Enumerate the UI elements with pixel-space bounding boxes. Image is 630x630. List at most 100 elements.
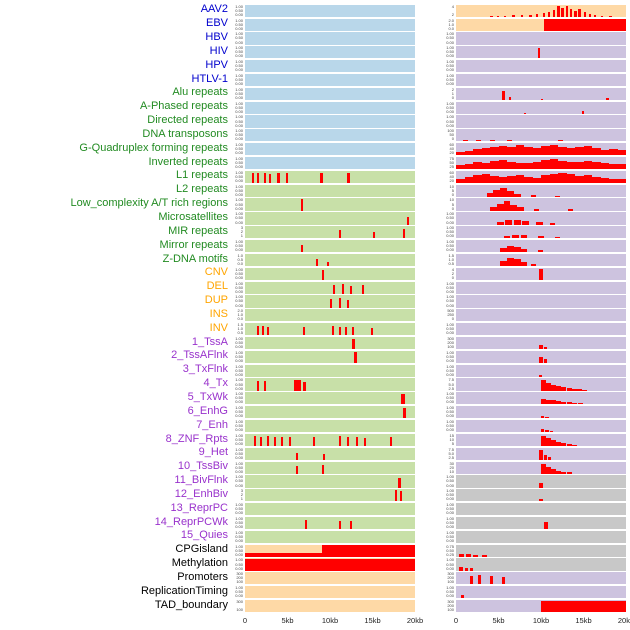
y-tick-label: 5 [451, 187, 454, 193]
y-tick-label: 0.50 [446, 326, 454, 332]
y-axis-ticks: 1.00 0.50 0.00 [229, 392, 245, 404]
data-bar [473, 149, 482, 156]
track-label: MIR repeats [168, 224, 228, 237]
y-tick-label: 200 [447, 603, 454, 609]
track-panel [456, 143, 626, 156]
y-tick-label: 50 [449, 160, 454, 166]
data-bar [389, 437, 392, 446]
track-label: 12_EnhBiv [174, 487, 228, 500]
data-bar [520, 248, 528, 253]
track-panel [456, 226, 626, 239]
data-bar [507, 146, 516, 156]
track-row: Methylation 1.00 0.50 0.00 1.00 0.50 0.00 [0, 557, 630, 571]
y-axis-ticks: 30 20 10 [415, 461, 456, 474]
data-bar [537, 250, 543, 253]
data-bar [507, 176, 516, 183]
y-tick-label: 0.50 [235, 243, 243, 249]
track-panel [245, 226, 415, 239]
data-bar [571, 388, 577, 391]
y-tick-label: 1.00 [235, 100, 243, 106]
y-tick-label: 10 [449, 197, 454, 203]
data-bar [541, 416, 545, 419]
y-axis-ticks: 1.00 0.50 0.00 [229, 281, 245, 294]
y-tick-label: 0.00 [235, 593, 243, 599]
data-bar [617, 150, 626, 156]
y-tick-label: 0 [451, 205, 454, 211]
data-bar [605, 97, 609, 100]
y-axis-ticks: 1.00 0.50 0.00 [229, 170, 245, 183]
y-axis-ticks: 1.00 0.50 0.00 [229, 115, 245, 127]
track-row: ReplicationTiming 1.00 0.50 0.00 1.00 0.50 0.0… [0, 584, 630, 599]
data-bar [552, 9, 556, 17]
data-bar [551, 400, 557, 405]
track-panel [456, 32, 626, 45]
track-panel [245, 32, 415, 45]
data-bar [273, 437, 276, 446]
x-tick-label: 15kb [575, 616, 592, 625]
track-row: HBV 1.00 0.50 0.00 1.00 0.50 0.00 [0, 31, 630, 45]
data-bar [541, 98, 544, 100]
y-tick-label: 1.00 [446, 59, 454, 65]
data-bar [500, 248, 507, 253]
track-label: Alu repeats [172, 86, 228, 99]
x-tick-label: 0 [242, 616, 248, 625]
y-tick-label: 1.00 [235, 474, 243, 480]
data-bar [262, 326, 265, 336]
y-tick-label: 0.50 [235, 284, 243, 290]
y-tick-label: 0.50 [446, 35, 454, 41]
y-tick-label: 0.00 [446, 247, 454, 253]
track-panel [245, 129, 415, 142]
track-row: 2_TssAFlnk 1.00 0.50 0.00 1.00 0.50 0.00 [0, 349, 630, 363]
y-tick-label: 2.5 [448, 385, 454, 391]
data-bar [503, 15, 507, 17]
track-panel [245, 433, 415, 446]
data-bar [539, 374, 542, 377]
y-tick-label: 0.00 [235, 482, 243, 488]
y-tick-label: 0.50 [235, 49, 243, 55]
y-tick-label: 0.5 [237, 256, 243, 262]
data-bar [500, 261, 507, 267]
track-label: EBV [205, 17, 228, 30]
data-bar [331, 326, 334, 336]
track-panel [456, 198, 626, 211]
track-label: HIV [209, 44, 228, 57]
y-tick-label: 0.00 [235, 150, 243, 156]
data-bar [464, 177, 473, 183]
y-tick-label: 0.00 [235, 537, 243, 543]
track-panel [245, 558, 415, 571]
data-bar [549, 430, 553, 433]
track-row: L1 repeats 1.00 0.50 0.00 60 40 20 [0, 169, 630, 183]
y-tick-label: 0.00 [446, 302, 454, 308]
y-tick-label: 1.00 [446, 45, 454, 51]
track-panel [245, 60, 415, 73]
track-panel [456, 516, 626, 530]
y-tick-label: 5 [451, 201, 454, 207]
track-panel [456, 475, 626, 488]
y-tick-label: 1.00 [235, 72, 243, 78]
y-tick-label: 0.00 [446, 233, 454, 239]
data-bar [323, 454, 326, 460]
y-tick-label: 1.00 [446, 529, 454, 535]
data-bar [600, 177, 609, 183]
track-panel [456, 4, 626, 17]
data-bar [524, 112, 526, 114]
data-bar [473, 554, 479, 557]
y-tick-label: 200 [236, 575, 243, 581]
track-row: TAD_boundary 300 100 300 200 100 [0, 598, 630, 613]
track-label: 6_EnhG [187, 404, 228, 417]
x-tick-label: 5kb [281, 616, 294, 625]
data-bar [535, 14, 539, 17]
track-panel [245, 392, 415, 405]
data-bar [296, 453, 299, 460]
y-tick-label: 0.50 [235, 478, 243, 484]
y-axis-ticks: 1.00 0.50 0.00 [229, 4, 245, 17]
data-bar [256, 173, 260, 183]
data-bar [551, 440, 557, 446]
y-tick-label: 1.0 [237, 326, 243, 332]
track-panel [456, 489, 626, 502]
y-tick-label: 0.50 [446, 367, 454, 373]
y-tick-label: 20 [449, 177, 454, 183]
y-axis-ticks: 1.5 1.0 0.5 [229, 323, 245, 335]
data-bar [544, 19, 626, 31]
data-bar [576, 389, 582, 391]
